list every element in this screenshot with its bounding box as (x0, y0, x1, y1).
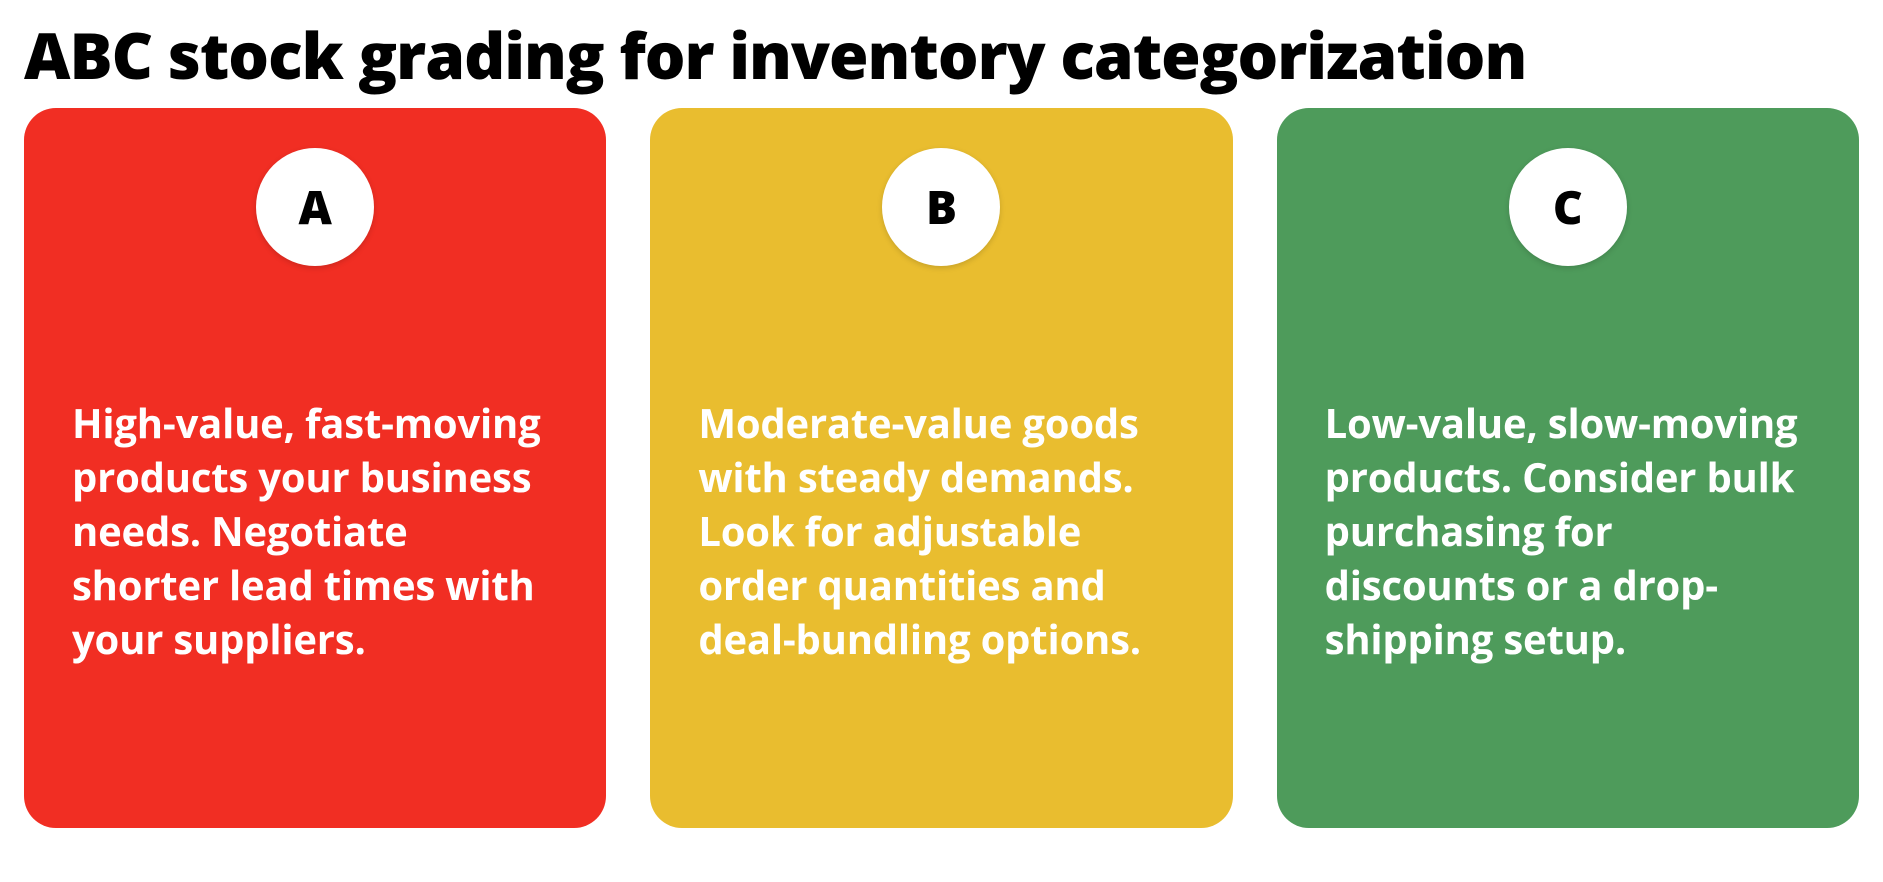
card-b: B Moderate-value goods with steady deman… (650, 108, 1232, 828)
circle-b: B (882, 148, 1000, 266)
circle-letter-b: B (926, 176, 957, 238)
cards-container: A High-value, fast-moving products your … (24, 108, 1859, 828)
card-text-b: Moderate-value goods with steady demands… (698, 396, 1184, 666)
circle-letter-c: C (1553, 176, 1583, 238)
circle-c: C (1509, 148, 1627, 266)
card-a: A High-value, fast-moving products your … (24, 108, 606, 828)
card-text-a: High-value, fast-moving products your bu… (72, 396, 558, 666)
circle-letter-a: A (298, 176, 331, 238)
circle-a: A (256, 148, 374, 266)
card-c: C Low-value, slow-moving products. Consi… (1277, 108, 1859, 828)
page-title: ABC stock grading for inventory categori… (24, 20, 1859, 90)
card-text-c: Low-value, slow-moving products. Conside… (1325, 396, 1811, 666)
